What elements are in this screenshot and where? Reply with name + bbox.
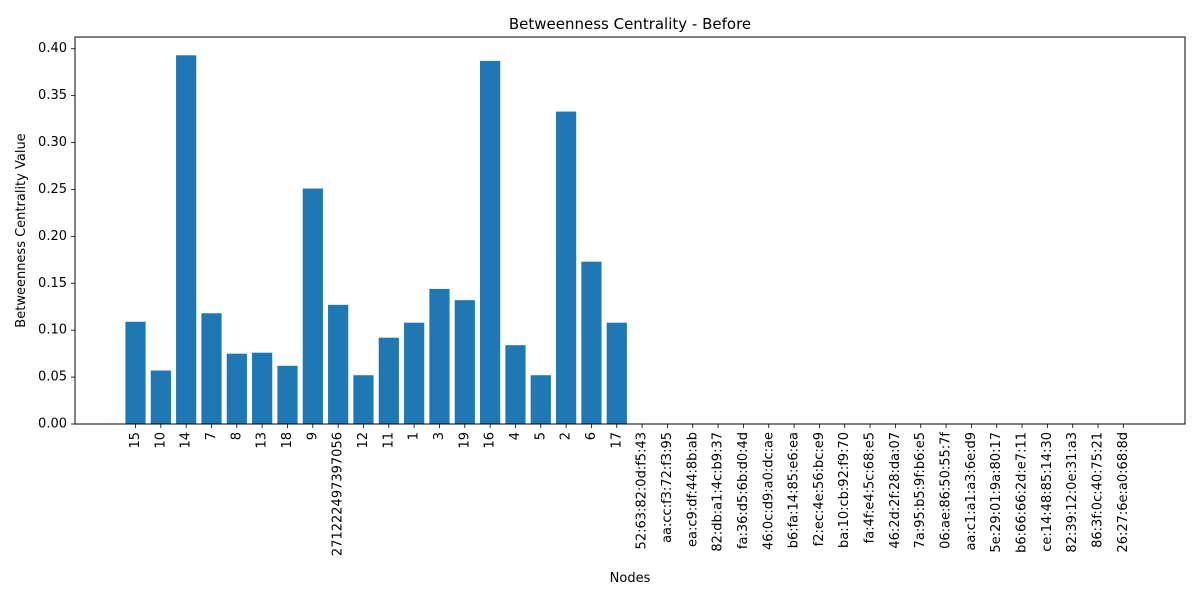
x-tick-label-33: aa:c1:a1:a3:6e:d9: [964, 432, 979, 551]
x-axis: 15 10 14 7 8 13 18 9 271222497397056 12 11 1 3 19 16 4 5…: [128, 424, 1131, 556]
bar-19: [606, 322, 627, 424]
y-tick-label-8: 0.40: [38, 41, 67, 56]
x-tick-label-17: 2: [559, 432, 574, 440]
x-tick-label-30: 46:2d:2f:28:da:07: [888, 432, 903, 549]
x-tick-label-31: 7a:95:b5:9f:b6:e5: [913, 432, 928, 548]
x-tick-label-13: 19: [457, 432, 472, 449]
x-tick-label-9: 12: [356, 432, 371, 449]
y-tick-label-3: 0.15: [38, 276, 67, 291]
bar-14: [480, 60, 501, 425]
x-tick-label-32: 06:ae:86:50:55:7f: [939, 432, 954, 549]
y-tick-label-1: 0.05: [38, 370, 67, 385]
x-tick-label-22: ea:c9:df:44:8b:ab: [685, 432, 700, 547]
y-axis: 0.00 0.05 0.10 0.15 0.20 0.25 0.30 0.35 0.40: [38, 41, 75, 432]
bar-9: [353, 375, 374, 424]
x-tick-label-8: 271222497397056: [331, 432, 346, 556]
x-tick-label-29: fa:4f:e4:5c:68:e5: [863, 432, 878, 543]
bar-10: [378, 337, 399, 424]
x-tick-label-2: 14: [179, 432, 194, 449]
x-axis-label: Nodes: [610, 571, 651, 586]
x-tick-label-28: ba:10:cb:92:f9:70: [837, 432, 852, 548]
x-tick-label-23: 82:db:a1:4c:b9:37: [711, 432, 726, 552]
x-tick-label-15: 4: [508, 432, 523, 440]
x-tick-label-19: 17: [609, 432, 624, 449]
bar-1: [150, 370, 171, 424]
x-tick-label-37: 82:39:12:0e:31:a3: [1065, 432, 1080, 553]
bar-6: [277, 365, 298, 424]
x-tick-label-14: 16: [483, 432, 498, 449]
y-tick-label-4: 0.20: [38, 229, 67, 244]
x-tick-label-24: fa:36:d5:6b:d0:4d: [736, 432, 751, 549]
x-tick-label-39: 26:27:6e:a0:68:8d: [1116, 432, 1131, 553]
bar-17: [556, 111, 577, 424]
x-tick-label-38: 86:3f:0c:40:75:21: [1091, 432, 1106, 548]
x-tick-label-25: 46:0c:d9:a0:dc:ae: [761, 432, 776, 550]
bar-3: [201, 313, 222, 424]
x-tick-label-3: 7: [204, 432, 219, 440]
bar-11: [404, 322, 425, 424]
bar-5: [252, 352, 273, 424]
bar-2: [176, 55, 197, 424]
bars-group: [125, 55, 627, 425]
bar-13: [454, 300, 475, 424]
x-tick-label-35: b6:66:66:2d:e7:11: [1015, 432, 1030, 553]
y-tick-label-2: 0.10: [38, 323, 67, 338]
y-tick-label-5: 0.25: [38, 182, 67, 197]
bar-15: [505, 345, 526, 424]
x-tick-label-26: b6:fa:14:85:e6:ea: [787, 432, 802, 548]
bar-8: [328, 304, 349, 424]
bar-16: [530, 375, 551, 424]
x-tick-label-16: 5: [533, 432, 548, 440]
chart-title: Betweenness Centrality - Before: [509, 15, 751, 33]
x-tick-label-11: 1: [407, 432, 422, 440]
bar-4: [226, 353, 247, 424]
x-tick-label-27: f2:ec:4e:56:bc:e9: [812, 432, 827, 546]
x-tick-label-21: aa:cc:f3:72:f3:95: [660, 432, 675, 543]
x-tick-label-5: 13: [255, 432, 270, 449]
x-tick-label-12: 3: [432, 432, 447, 440]
bar-12: [429, 288, 450, 424]
x-tick-label-18: 6: [584, 432, 599, 440]
x-tick-label-36: ce:14:48:85:14:30: [1040, 432, 1055, 552]
x-tick-label-1: 10: [153, 432, 168, 449]
bar-0: [125, 321, 146, 424]
bar-7: [302, 188, 323, 424]
y-tick-label-0: 0.00: [38, 417, 67, 432]
x-tick-label-34: 5e:29:01:9a:80:17: [989, 432, 1004, 553]
y-tick-label-7: 0.35: [38, 88, 67, 103]
x-tick-label-10: 11: [381, 432, 396, 449]
y-tick-label-6: 0.30: [38, 135, 67, 150]
y-axis-label: Betweenness Centrality Value: [14, 133, 29, 327]
x-tick-label-4: 8: [229, 432, 244, 440]
x-tick-label-20: 52:63:82:0d:f5:43: [635, 432, 650, 549]
x-tick-label-7: 9: [305, 432, 320, 440]
x-tick-label-0: 15: [128, 432, 143, 449]
x-tick-label-6: 18: [280, 432, 295, 449]
bar-18: [581, 261, 602, 424]
plot-frame: [74, 36, 1186, 425]
